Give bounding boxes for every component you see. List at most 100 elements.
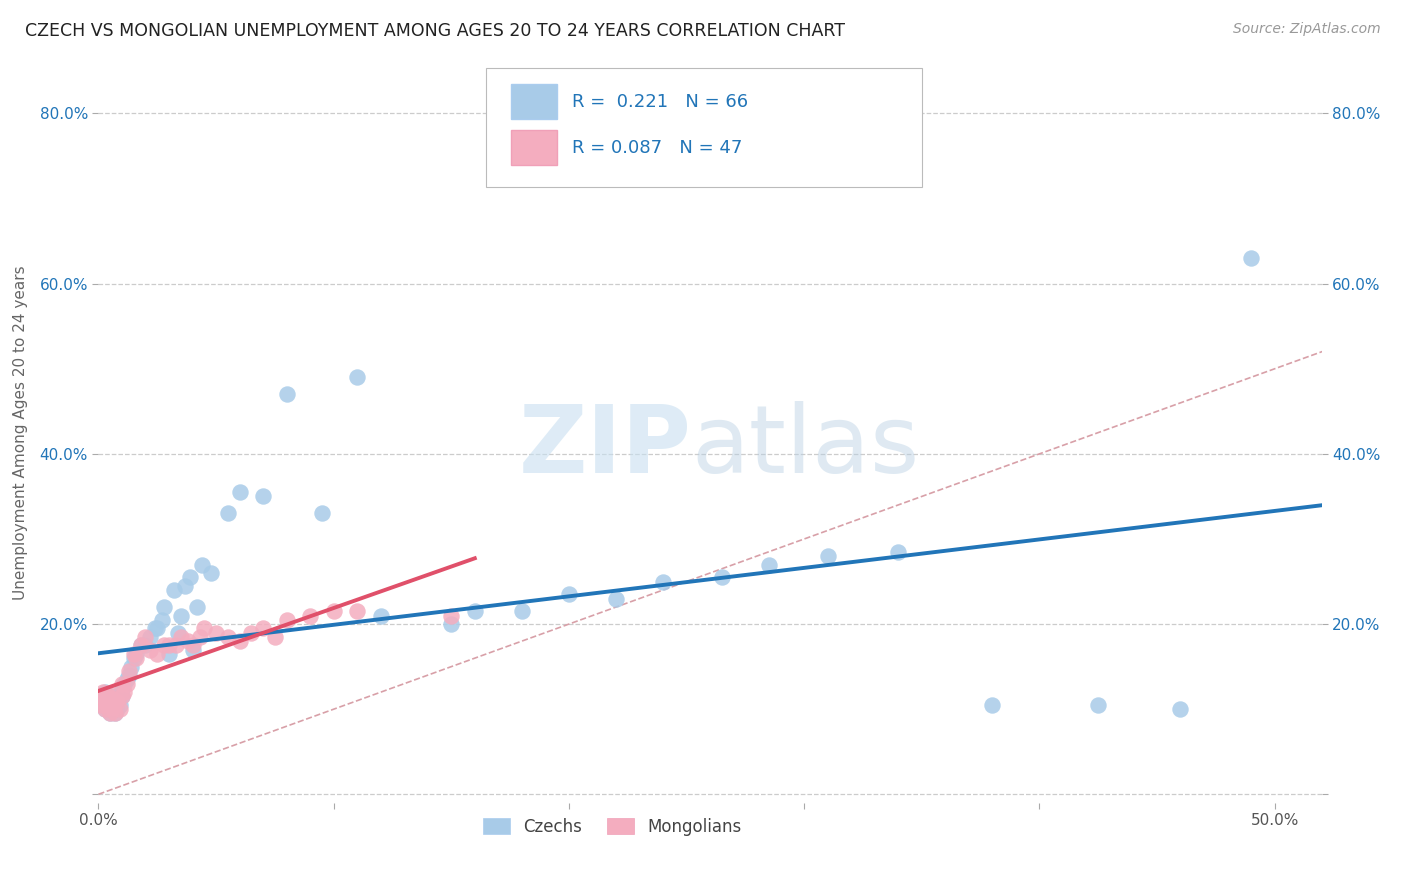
FancyBboxPatch shape xyxy=(510,84,557,120)
Point xyxy=(90,690,112,704)
Point xyxy=(120,659,142,673)
Point xyxy=(165,639,187,653)
Point xyxy=(170,630,193,644)
Point xyxy=(299,608,322,623)
Y-axis label: Unemployment Among Ages 20 to 24 years: Unemployment Among Ages 20 to 24 years xyxy=(14,265,28,600)
Point xyxy=(157,639,180,653)
Point xyxy=(97,690,120,704)
Point xyxy=(98,690,121,704)
Point xyxy=(118,664,141,678)
Point xyxy=(125,647,148,661)
Point xyxy=(90,690,112,704)
Point xyxy=(118,668,141,682)
Point xyxy=(440,617,463,632)
Point xyxy=(228,485,250,500)
Point xyxy=(101,702,124,716)
Point xyxy=(370,608,392,623)
Point xyxy=(111,676,134,690)
Point xyxy=(91,685,114,699)
Point xyxy=(94,690,117,704)
Point xyxy=(153,639,176,653)
Point xyxy=(94,702,117,716)
Point xyxy=(134,630,156,644)
Point xyxy=(205,625,228,640)
Point xyxy=(228,634,250,648)
Point xyxy=(605,591,627,606)
Point xyxy=(652,574,675,589)
Point xyxy=(115,673,138,687)
Text: ZIP: ZIP xyxy=(519,401,692,493)
Point xyxy=(181,639,204,653)
Point xyxy=(177,634,200,648)
Point xyxy=(252,621,274,635)
Point xyxy=(710,570,733,584)
Point xyxy=(174,579,197,593)
Point xyxy=(163,582,186,597)
Point xyxy=(105,695,128,709)
Point xyxy=(104,706,127,721)
Point xyxy=(276,613,298,627)
Point xyxy=(217,630,239,644)
Point xyxy=(105,690,128,704)
Point xyxy=(101,692,124,706)
Point xyxy=(90,694,112,708)
Point xyxy=(146,621,169,635)
Point xyxy=(90,698,112,712)
FancyBboxPatch shape xyxy=(510,130,557,165)
Point xyxy=(252,490,274,504)
Point xyxy=(111,681,134,695)
Point xyxy=(122,651,145,665)
Point xyxy=(139,630,162,644)
Point xyxy=(94,694,117,708)
Point xyxy=(101,700,124,714)
Point xyxy=(108,702,131,716)
Point xyxy=(1087,698,1109,712)
Point xyxy=(887,545,910,559)
Point xyxy=(558,587,581,601)
Text: R =  0.221   N = 66: R = 0.221 N = 66 xyxy=(572,93,748,111)
Point xyxy=(91,690,114,704)
Point xyxy=(111,690,134,704)
Point xyxy=(105,702,128,716)
Point xyxy=(153,600,176,615)
Point xyxy=(91,694,114,708)
Point xyxy=(98,698,121,712)
Point xyxy=(170,608,193,623)
Text: CZECH VS MONGOLIAN UNEMPLOYMENT AMONG AGES 20 TO 24 YEARS CORRELATION CHART: CZECH VS MONGOLIAN UNEMPLOYMENT AMONG AG… xyxy=(25,22,845,40)
Text: R = 0.087   N = 47: R = 0.087 N = 47 xyxy=(572,138,742,157)
Point xyxy=(104,706,127,721)
Point xyxy=(112,676,135,690)
Point xyxy=(112,685,135,699)
Point xyxy=(346,604,368,618)
Point xyxy=(217,507,239,521)
Point xyxy=(94,685,117,699)
Point xyxy=(143,621,166,635)
Point xyxy=(311,507,333,521)
Point xyxy=(167,625,190,640)
Point xyxy=(193,621,215,635)
Point xyxy=(1170,702,1192,716)
Point xyxy=(981,698,1004,712)
Point xyxy=(98,695,121,709)
Point xyxy=(146,647,169,661)
Point xyxy=(94,702,117,716)
Point xyxy=(134,639,156,653)
Point xyxy=(125,651,148,665)
Point xyxy=(97,702,120,716)
Point xyxy=(263,630,285,644)
Point xyxy=(240,625,263,640)
Point xyxy=(97,690,120,704)
Point xyxy=(129,639,152,653)
Point xyxy=(91,698,114,712)
Point xyxy=(200,566,222,580)
Point xyxy=(150,613,173,627)
Point xyxy=(188,630,211,644)
Point xyxy=(191,558,214,572)
Point xyxy=(276,387,298,401)
Point xyxy=(97,694,120,708)
Point xyxy=(104,694,127,708)
Point xyxy=(101,694,124,708)
Point xyxy=(1240,251,1263,265)
Point xyxy=(98,687,121,701)
Point xyxy=(464,604,486,618)
